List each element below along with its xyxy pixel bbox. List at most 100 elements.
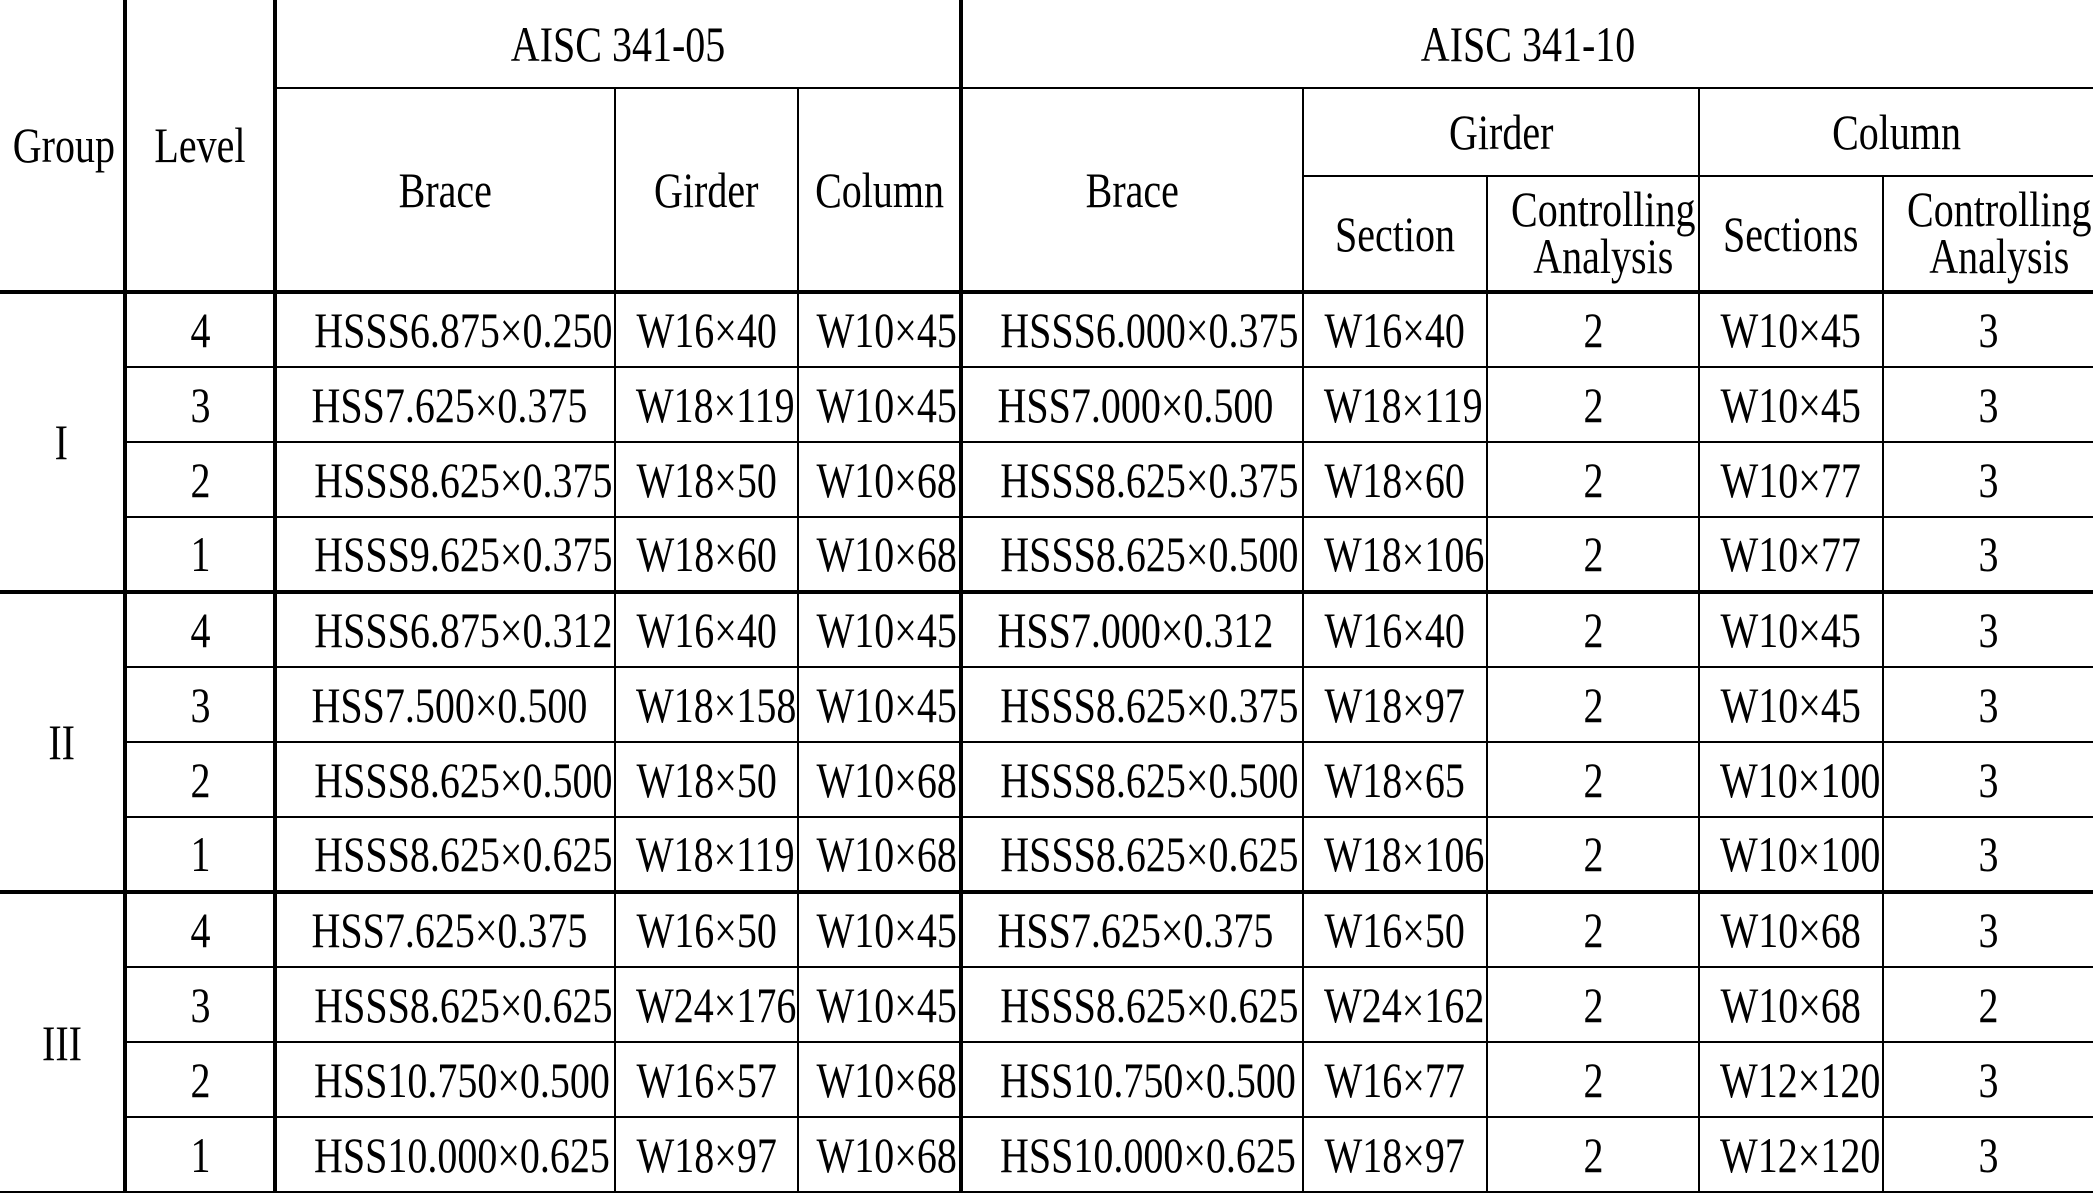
cell-value: W10×77 [1720,526,1862,582]
cell-value: W18×60 [636,526,777,582]
cell-value: W18×97 [1324,676,1466,733]
cell-brace-10: HSS10.000×0.625 [960,1116,1305,1193]
header-brace-05: Brace [274,87,616,294]
cell-girder-controlling-10: 2 [1486,591,1701,668]
cell-value: HSSS6.000×0.375 [1000,302,1299,358]
cell-level: 4 [124,591,277,668]
cell-value: 2 [1583,751,1604,808]
cell-level: 2 [124,1041,277,1118]
cell-column-controlling-10: 3 [1882,1116,2093,1193]
header-girder-10-label: Girder [1448,104,1554,160]
cell-value: 2 [190,1051,210,1108]
cell-brace-05: HSSS8.625×0.625 [274,966,616,1043]
cell-value: 3 [190,376,210,433]
cell-column-section-10: W10×68 [1698,966,1885,1043]
cell-level: 1 [124,816,277,894]
cell-value: W16×77 [1324,1051,1466,1108]
cell-value: 1 [190,826,210,882]
analysis-text: Analysis [1929,228,2070,285]
header-brace-05-label: Brace [398,161,493,218]
cell-value: 2 [1583,451,1604,508]
cell-value: HSS7.000×0.312 [997,602,1274,658]
table-row: II 4 HSSS6.875×0.312 W16×40 W10×45 HSS7.000×0… [0,591,2093,894]
cell-girder-section-10: W16×40 [1302,291,1489,368]
cell-brace-10: HSS7.000×0.500 [960,366,1305,443]
cell-value: 3 [1978,676,1999,733]
cell-value: 3 [1978,902,1999,958]
cell-level: 4 [124,291,277,368]
table-row: 2 HSSS8.625×0.500 W18×50 W10×68 HSSS8.625×0.… [0,741,2093,818]
cell-value: 3 [1978,602,1999,658]
cell-value: W18×97 [1324,1126,1466,1183]
cell-value: 1 [190,526,210,582]
cell-value: HSS7.625×0.375 [311,376,588,433]
header-girder-05: Girder [614,87,799,294]
cell-value: HSSS8.625×0.375 [1000,451,1299,508]
cell-value: W10×45 [816,302,957,358]
cell-girder-05: W16×57 [614,1041,799,1118]
cell-value: W18×106 [1324,526,1485,582]
cell-brace-10: HSS10.750×0.500 [960,1041,1305,1118]
cell-value: HSS10.000×0.625 [1000,1126,1296,1183]
cell-value: HSSS8.625×0.625 [1000,976,1299,1033]
cell-brace-10: HSSS8.625×0.375 [960,441,1305,518]
cell-column-section-10: W12×120 [1698,1041,1885,1118]
table-row: 1 HSS10.000×0.625 W18×97 W10×68 HSS10.000×0.… [0,1116,2093,1193]
cell-column-05: W10×45 [796,291,964,368]
cell-value: W12×120 [1720,1051,1881,1108]
cell-brace-05: HSSS8.625×0.375 [274,441,616,518]
cell-value: 2 [1583,826,1604,882]
cell-brace-10: HSSS8.625×0.375 [960,666,1305,743]
cell-column-05: W10×45 [796,666,964,743]
cell-column-05: W10×68 [796,1116,964,1193]
table-row: 3 HSS7.625×0.375 W18×119 W10×45 HSS7.000×0.5… [0,366,2093,443]
cell-girder-05: W18×60 [614,516,799,594]
cell-girder-05: W18×119 [614,816,799,894]
cell-girder-05: W18×97 [614,1116,799,1193]
header-girder-controlling-label: Controlling Analysis [1511,184,1695,285]
cell-brace-05: HSSS6.875×0.250 [274,291,616,368]
cell-brace-10: HSSS8.625×0.500 [960,516,1305,594]
cell-value: W18×119 [635,376,795,433]
cell-level: 3 [124,366,277,443]
cell-value: 3 [1978,376,1999,433]
cell-value: W10×45 [1720,302,1862,358]
cell-value: W24×176 [636,976,797,1033]
cell-column-05: W10×68 [796,516,964,594]
analysis-text: Analysis [1533,228,1674,285]
cell-column-controlling-10: 3 [1882,891,2093,968]
cell-girder-05: W18×158 [614,666,799,743]
cell-value: 2 [1583,676,1604,733]
cell-brace-10: HSSS8.625×0.500 [960,741,1305,818]
cell-column-section-10: W10×45 [1698,591,1885,668]
cell-value: 3 [1978,526,1999,582]
header-girder-10: Girder [1302,87,1701,177]
cell-value: HSSS8.625×0.500 [1000,526,1299,582]
cell-value: W16×50 [1324,902,1466,958]
cell-girder-controlling-10: 2 [1486,366,1701,443]
cell-value: 2 [1583,902,1604,958]
cell-girder-controlling-10: 2 [1486,1116,1701,1193]
cell-brace-10: HSS7.625×0.375 [960,891,1305,968]
cell-brace-05: HSS7.500×0.500 [274,666,616,743]
cell-column-controlling-10: 3 [1882,741,2093,818]
cell-value: W16×50 [636,902,777,958]
cell-brace-05: HSSS8.625×0.500 [274,741,616,818]
cell-value: W10×68 [1720,976,1862,1033]
cell-girder-section-10: W18×119 [1302,366,1489,443]
cell-value: 3 [1978,451,1999,508]
cell-column-section-10: W10×77 [1698,441,1885,518]
cell-girder-controlling-10: 2 [1486,1041,1701,1118]
cell-column-05: W10×68 [796,741,964,818]
cell-column-05: W10×68 [796,441,964,518]
cell-girder-05: W16×40 [614,291,799,368]
cell-brace-10: HSSS8.625×0.625 [960,816,1305,894]
cell-level: 1 [124,516,277,594]
cell-value: W18×106 [1324,826,1485,882]
header-aisc-341-05-label: AISC 341-05 [510,15,726,72]
cell-girder-05: W18×50 [614,741,799,818]
header-girder-controlling-analysis: Controlling Analysis [1486,175,1701,294]
table-row: III 4 HSS7.625×0.375 W16×50 W10×45 HSS7.625×0… [0,891,2093,1193]
cell-girder-section-10: W18×106 [1302,516,1489,594]
